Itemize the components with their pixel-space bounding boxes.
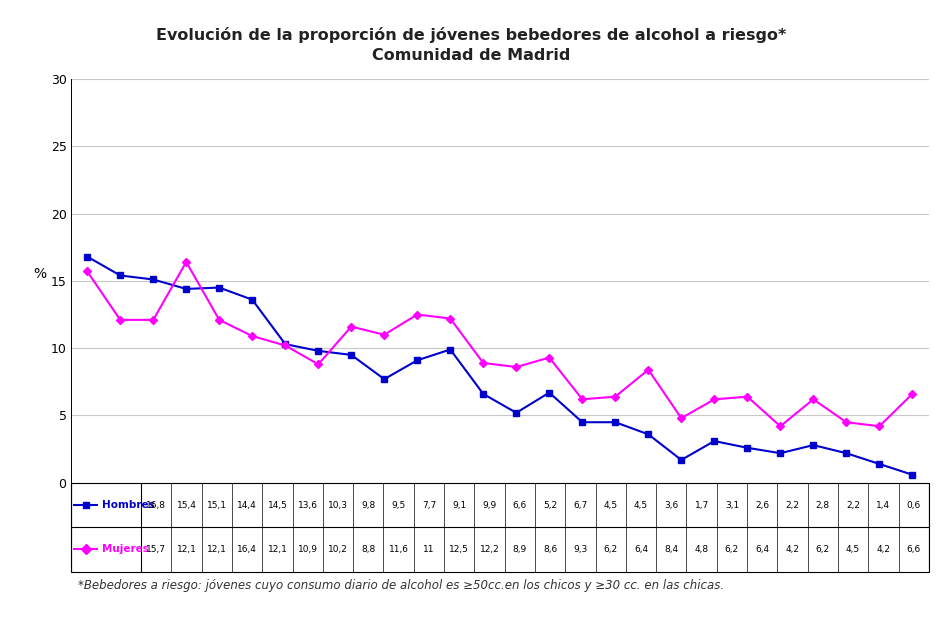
Text: 6,6: 6,6 — [906, 545, 920, 554]
Text: 10,9: 10,9 — [298, 545, 318, 554]
Text: 6,7: 6,7 — [573, 500, 587, 509]
Text: 5,2: 5,2 — [543, 500, 557, 509]
Text: 6,6: 6,6 — [513, 500, 527, 509]
Text: 4,5: 4,5 — [634, 500, 648, 509]
Text: 12,1: 12,1 — [176, 545, 196, 554]
Text: 12,2: 12,2 — [480, 545, 500, 554]
Text: 2,2: 2,2 — [846, 500, 860, 509]
Text: 8,8: 8,8 — [361, 545, 375, 554]
Text: 10,2: 10,2 — [328, 545, 348, 554]
Text: 11: 11 — [423, 545, 435, 554]
Text: 2,2: 2,2 — [786, 500, 800, 509]
Text: 12,1: 12,1 — [207, 545, 226, 554]
Text: 4,8: 4,8 — [695, 545, 709, 554]
Text: 2,6: 2,6 — [755, 500, 769, 509]
Text: 1,7: 1,7 — [694, 500, 709, 509]
Text: *Bebedores a riesgo: jóvenes cuyo consumo diario de alcohol es ≥50cc.en los chic: *Bebedores a riesgo: jóvenes cuyo consum… — [77, 579, 723, 593]
Y-axis label: %: % — [33, 267, 46, 281]
Text: 8,4: 8,4 — [664, 545, 678, 554]
Text: 4,5: 4,5 — [604, 500, 618, 509]
Text: 9,8: 9,8 — [361, 500, 375, 509]
Text: 10,3: 10,3 — [328, 500, 348, 509]
Text: 16,4: 16,4 — [238, 545, 257, 554]
Text: 4,5: 4,5 — [846, 545, 860, 554]
Text: 3,1: 3,1 — [725, 500, 739, 509]
Text: 6,2: 6,2 — [725, 545, 739, 554]
Text: 1,4: 1,4 — [876, 500, 890, 509]
Text: 13,6: 13,6 — [298, 500, 318, 509]
Text: Evolución de la proporción de jóvenes bebedores de alcohol a riesgo*: Evolución de la proporción de jóvenes be… — [157, 27, 786, 43]
Text: 3,6: 3,6 — [664, 500, 678, 509]
Text: 4,2: 4,2 — [786, 545, 800, 554]
Text: 9,3: 9,3 — [573, 545, 587, 554]
Text: 8,6: 8,6 — [543, 545, 557, 554]
Text: 0,6: 0,6 — [906, 500, 920, 509]
Text: 9,1: 9,1 — [452, 500, 467, 509]
Text: Hombres: Hombres — [102, 500, 155, 510]
Text: Comunidad de Madrid: Comunidad de Madrid — [372, 48, 571, 63]
Text: 14,4: 14,4 — [238, 500, 257, 509]
Text: 14,5: 14,5 — [268, 500, 288, 509]
Text: 9,9: 9,9 — [483, 500, 497, 509]
Text: 15,7: 15,7 — [146, 545, 166, 554]
Text: 4,2: 4,2 — [876, 545, 890, 554]
Text: 2,8: 2,8 — [816, 500, 830, 509]
Text: 12,1: 12,1 — [268, 545, 288, 554]
Text: 15,1: 15,1 — [207, 500, 227, 509]
Text: 6,4: 6,4 — [634, 545, 648, 554]
Text: 12,5: 12,5 — [449, 545, 470, 554]
Text: Mujeres: Mujeres — [102, 545, 149, 555]
Text: 8,9: 8,9 — [513, 545, 527, 554]
Text: 6,2: 6,2 — [604, 545, 618, 554]
Text: 15,4: 15,4 — [176, 500, 196, 509]
Text: 7,7: 7,7 — [422, 500, 436, 509]
Text: 6,4: 6,4 — [755, 545, 769, 554]
Text: 9,5: 9,5 — [391, 500, 405, 509]
Text: 6,2: 6,2 — [816, 545, 830, 554]
Text: 11,6: 11,6 — [389, 545, 408, 554]
Text: 16,8: 16,8 — [146, 500, 166, 509]
